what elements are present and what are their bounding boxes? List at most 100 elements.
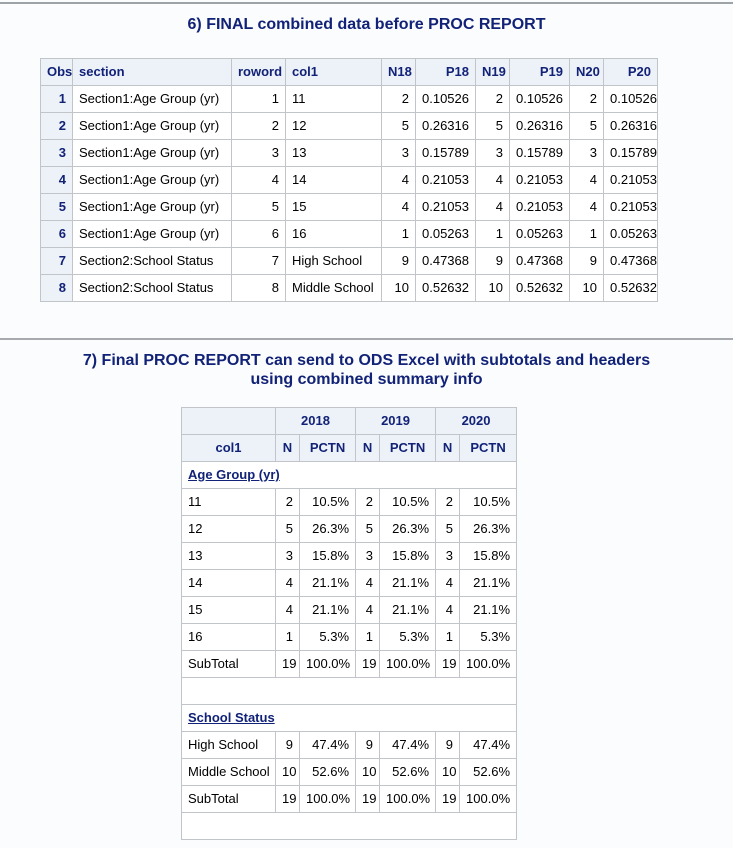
section-7: 7) Final PROC REPORT can send to ODS Exc…: [0, 351, 733, 840]
obs-cell: 5: [40, 193, 73, 221]
n-cell: 19: [355, 650, 381, 678]
n-cell: 19: [435, 650, 461, 678]
pctn-cell: 5.3%: [298, 623, 357, 651]
pctn-cell: 52.6%: [379, 758, 437, 786]
year-header-row: 2018 2019 2020: [181, 407, 518, 435]
p19-cell: 0.52632: [509, 274, 570, 302]
pctn-cell: 15.8%: [298, 542, 357, 570]
n-cell: 1: [435, 623, 461, 651]
pctn-cell: 100.0%: [379, 650, 437, 678]
table-row: 11 2 10.5% 2 10.5% 2 10.5%: [181, 488, 518, 516]
pctn-cell: 26.3%: [298, 515, 357, 543]
col-header-n: N: [355, 434, 381, 462]
section-7-title-line2: using combined summary info: [250, 371, 483, 388]
pctn-cell: 100.0%: [459, 785, 518, 813]
p18-cell: 0.52632: [415, 274, 476, 302]
section-7-title: 7) Final PROC REPORT can send to ODS Exc…: [0, 351, 733, 389]
pctn-cell: 100.0%: [379, 785, 437, 813]
n18-cell: 3: [381, 139, 416, 167]
roword-cell: 3: [231, 139, 286, 167]
col-header-p20: P20: [603, 58, 658, 86]
year-header: 2019: [355, 407, 437, 435]
obs-cell: 7: [40, 247, 73, 275]
table-row: 13 3 15.8% 3 15.8% 3 15.8%: [181, 542, 518, 570]
col1-cell: High School: [285, 247, 382, 275]
p20-cell: 0.26316: [603, 112, 658, 140]
n-cell: 4: [355, 569, 381, 597]
col1-cell: Middle School: [285, 274, 382, 302]
n18-cell: 10: [381, 274, 416, 302]
col1-cell: 13: [285, 139, 382, 167]
pctn-cell: 5.3%: [379, 623, 437, 651]
section-6-title: 6) FINAL combined data before PROC REPOR…: [187, 16, 546, 33]
col-header-roword: roword: [231, 58, 286, 86]
table-row: 14 4 21.1% 4 21.1% 4 21.1%: [181, 569, 518, 597]
pctn-cell: 52.6%: [459, 758, 518, 786]
group-heading: School Status: [180, 704, 518, 732]
n20-cell: 5: [569, 112, 604, 140]
n-cell: 2: [435, 488, 461, 516]
pctn-cell: 47.4%: [459, 731, 518, 759]
n-cell: 3: [275, 542, 300, 570]
col-header-n: N: [435, 434, 461, 462]
section-cell: Section2:School Status: [72, 247, 232, 275]
group-heading: Age Group (yr): [180, 461, 518, 489]
n19-cell: 4: [475, 193, 510, 221]
n18-cell: 4: [381, 193, 416, 221]
pctn-cell: 15.8%: [459, 542, 518, 570]
corner-empty-header: [181, 407, 276, 435]
section-cell: Section2:School Status: [72, 274, 232, 302]
p20-cell: 0.10526: [603, 85, 658, 113]
n18-cell: 5: [381, 112, 416, 140]
p19-cell: 0.26316: [509, 112, 570, 140]
table-row: SubTotal 19 100.0% 19 100.0% 19 100.0%: [181, 785, 518, 813]
obs-cell: 3: [40, 139, 73, 167]
year-header: 2020: [435, 407, 518, 435]
obs-cell: 2: [40, 112, 73, 140]
pctn-cell: 47.4%: [298, 731, 357, 759]
col-header-obs: Obs: [40, 58, 73, 86]
combined-data-header-row: Obs section roword col1 N18 P18 N19 P19 N20 P20: [40, 58, 658, 86]
n-cell: 10: [355, 758, 381, 786]
table-row: 4 Section1:Age Group (yr) 4 14 4 0.21053 4 0.21…: [40, 166, 658, 194]
col-header-col1: col1: [181, 434, 276, 462]
col1-cell: 12: [285, 112, 382, 140]
col-header-section: section: [72, 58, 232, 86]
pctn-cell: 26.3%: [459, 515, 518, 543]
n20-cell: 2: [569, 85, 604, 113]
pctn-cell: 10.5%: [298, 488, 357, 516]
section-cell: Section1:Age Group (yr): [72, 220, 232, 248]
n19-cell: 5: [475, 112, 510, 140]
roword-cell: 8: [231, 274, 286, 302]
p20-cell: 0.52632: [603, 274, 658, 302]
p19-cell: 0.15789: [509, 139, 570, 167]
pctn-cell: 15.8%: [379, 542, 437, 570]
blank-row: [180, 812, 518, 840]
row-label-cell: Middle School: [181, 758, 276, 786]
n20-cell: 3: [569, 139, 604, 167]
table-row: 8 Section2:School Status 8 Middle School 10 0…: [40, 274, 658, 302]
n-cell: 2: [275, 488, 300, 516]
p19-cell: 0.21053: [509, 166, 570, 194]
n20-cell: 1: [569, 220, 604, 248]
table-row: 5 Section1:Age Group (yr) 5 15 4 0.21053 4 0.21…: [40, 193, 658, 221]
p20-cell: 0.05263: [603, 220, 658, 248]
table-row: High School 9 47.4% 9 47.4% 9 47.4%: [181, 731, 518, 759]
n-cell: 9: [355, 731, 381, 759]
n-cell: 2: [355, 488, 381, 516]
pctn-cell: 52.6%: [298, 758, 357, 786]
obs-cell: 1: [40, 85, 73, 113]
n-cell: 4: [435, 596, 461, 624]
n18-cell: 9: [381, 247, 416, 275]
pctn-cell: 21.1%: [298, 569, 357, 597]
n18-cell: 2: [381, 85, 416, 113]
n19-cell: 3: [475, 139, 510, 167]
row-label-cell: 12: [181, 515, 276, 543]
n19-cell: 9: [475, 247, 510, 275]
table-row: 3 Section1:Age Group (yr) 3 13 3 0.15789 3 0.15…: [40, 139, 658, 167]
n-cell: 19: [275, 650, 300, 678]
pctn-cell: 21.1%: [379, 596, 437, 624]
blank-cell: [180, 677, 518, 705]
roword-cell: 1: [231, 85, 286, 113]
